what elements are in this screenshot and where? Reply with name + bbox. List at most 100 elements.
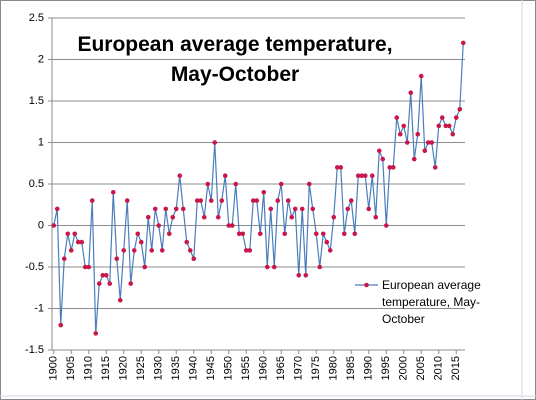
point [341,231,347,237]
point [446,123,452,129]
point [376,148,382,154]
point [331,214,337,220]
point [261,190,267,195]
y-tick-label: 0.5 [29,178,44,190]
point [348,198,354,203]
point [380,156,386,162]
point [408,90,414,95]
point [82,264,88,270]
point [334,165,340,170]
x-tick-label: 2010 [433,356,445,380]
point [296,273,302,278]
point [156,223,162,228]
x-tick-label: 2000 [398,356,410,380]
chart-title: European average temperature, May-Octobe… [77,33,393,86]
point [422,148,428,154]
x-tick-label: 1960 [258,356,270,380]
point [86,264,92,270]
point [68,248,74,253]
point [124,198,130,203]
x-tick-label: 2015 [450,356,462,380]
point [58,322,64,328]
point [411,156,417,162]
point [443,123,449,129]
point [457,107,463,112]
point [100,273,106,278]
point [310,206,316,212]
point [163,206,169,212]
x-tick-label: 1905 [65,356,77,380]
y-tick-label: 0 [38,219,44,231]
point [324,239,330,245]
point [96,281,102,286]
point [93,331,99,336]
point [121,248,127,253]
x-tick-label: 1935 [170,356,182,380]
point [51,223,57,228]
point [173,206,179,212]
x-tick-label: 1985 [345,356,357,380]
x-tick-label: 1970 [293,356,305,380]
point [215,214,221,220]
point [292,206,298,212]
point [275,198,281,203]
point [170,214,176,220]
y-tick-label: 1 [38,136,44,148]
point [128,281,134,286]
point [278,181,284,187]
point [103,273,109,278]
point [432,165,438,170]
x-tick-label: 2005 [415,356,427,380]
point [159,248,165,253]
point [177,173,183,178]
point [425,140,431,145]
x-tick-label: 1980 [328,356,340,380]
point [226,223,232,228]
x-tick-label: 1965 [275,356,287,380]
point [299,206,305,212]
point [436,123,442,129]
point [166,231,172,237]
point [180,206,186,212]
point [145,214,151,220]
point [390,165,396,170]
x-tick-label: 1900 [48,356,60,380]
point [254,198,260,203]
point [233,181,239,187]
point [135,231,141,237]
point [65,231,71,237]
x-tick-label: 1940 [188,356,200,380]
x-tick-label: 1910 [83,356,95,380]
point [383,223,389,228]
point [439,115,445,120]
point [327,248,333,253]
point [75,239,81,245]
point [247,248,253,253]
point [219,198,225,203]
point [205,181,211,187]
point [404,140,410,145]
point [79,239,85,245]
point [418,73,424,79]
point [191,256,197,262]
point [282,231,288,237]
point [306,181,312,187]
point [240,231,246,237]
point [131,248,137,253]
point [394,115,400,120]
point [72,231,78,237]
point [201,214,207,220]
point [429,140,435,145]
point [317,264,323,270]
point [212,140,218,145]
point [355,173,361,178]
y-tick-label: 2.5 [29,12,44,24]
x-tick-label: 1950 [223,356,235,380]
point [268,206,274,212]
point [345,206,351,212]
point [208,198,214,203]
legend-marker [364,282,369,288]
